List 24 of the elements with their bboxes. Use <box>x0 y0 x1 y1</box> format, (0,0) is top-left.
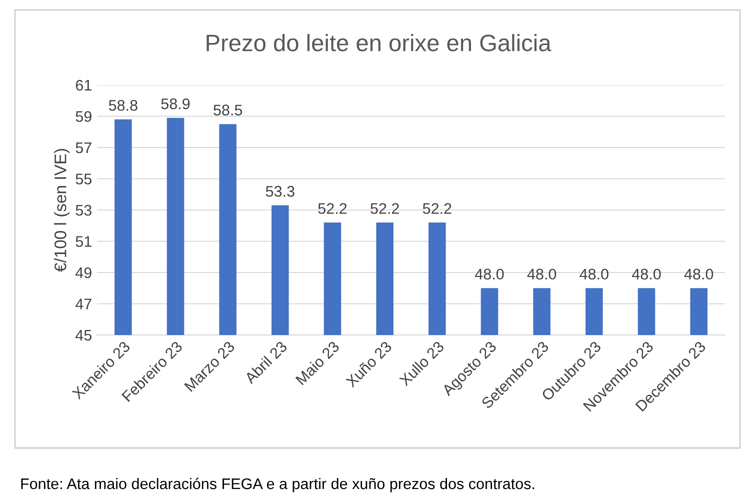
y-tick-label: 45 <box>76 330 92 341</box>
y-tick-label: 61 <box>76 80 92 91</box>
y-tick-label: 53 <box>76 204 92 216</box>
data-label: 58.5 <box>214 104 242 116</box>
source-note: Fonte: Ata maio declaracións FEGA e a partir de xuño prezos dos contratos. <box>21 478 534 492</box>
y-tick-label: 55 <box>76 174 92 184</box>
data-label: 58.8 <box>108 100 138 111</box>
data-label: 48.0 <box>527 268 556 280</box>
y-tick-label: 57 <box>76 142 92 154</box>
data-label: 48.0 <box>474 268 504 280</box>
chart-title: Prezo do leite en orixe en Galicia <box>206 34 552 52</box>
y-tick-label: 51 <box>76 236 92 247</box>
y-tick-label: 47 <box>76 298 92 310</box>
data-label: 48.0 <box>580 268 608 280</box>
data-label: 48.0 <box>684 268 714 280</box>
data-label: 58.9 <box>161 98 190 110</box>
data-label: 53.3 <box>266 186 294 197</box>
y-tick-label: 49 <box>76 267 92 278</box>
data-label: 48.0 <box>632 268 661 280</box>
y-axis-title: €/100 l (sen IVE) <box>54 148 70 272</box>
data-label: 52.2 <box>422 203 452 214</box>
y-tick-label: 59 <box>76 111 92 122</box>
data-label: 52.2 <box>318 203 347 214</box>
data-label: 52.2 <box>370 203 399 214</box>
